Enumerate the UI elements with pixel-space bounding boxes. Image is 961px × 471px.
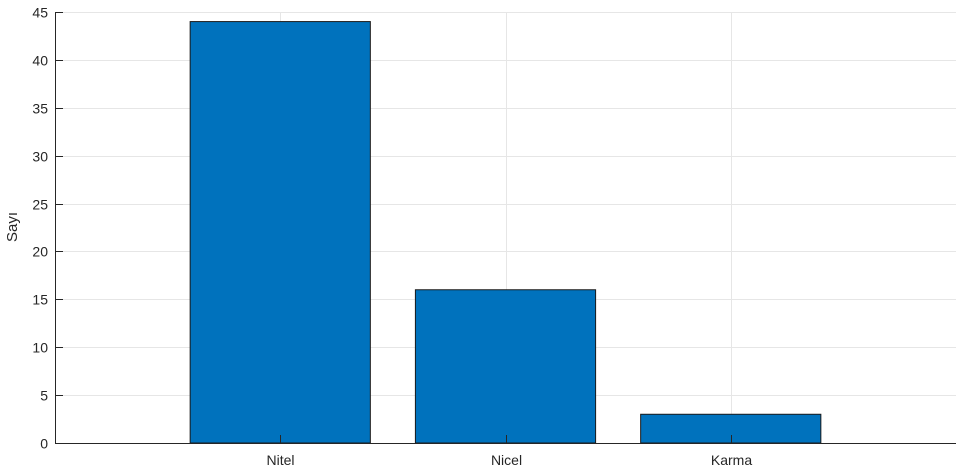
x-tick-label: Karma	[711, 452, 752, 468]
bar-layer	[189, 21, 822, 444]
bar-karma	[640, 413, 822, 444]
y-tick-label: 15	[32, 292, 48, 308]
x-tick-label: Nitel	[266, 452, 294, 468]
y-tick-label: 25	[32, 197, 48, 213]
y-tick-label: 40	[32, 53, 48, 69]
y-axis-label: Sayı	[4, 212, 21, 242]
y-tick-label: 5	[40, 388, 48, 404]
y-tick-label: 10	[32, 340, 48, 356]
x-tick-label: Nicel	[491, 452, 522, 468]
y-tick-label: 0	[40, 436, 48, 452]
bar-nitel	[189, 21, 371, 444]
y-tick-label: 30	[32, 149, 48, 165]
y-tick-label: 20	[32, 244, 48, 260]
bar-nicel	[414, 289, 597, 444]
y-tick-label: 35	[32, 101, 48, 117]
y-tick-label: 45	[32, 5, 48, 21]
axis-layer: 0 5 10 15 20 25 30 35 40 45 Nitel Nicel Karma	[32, 5, 956, 468]
